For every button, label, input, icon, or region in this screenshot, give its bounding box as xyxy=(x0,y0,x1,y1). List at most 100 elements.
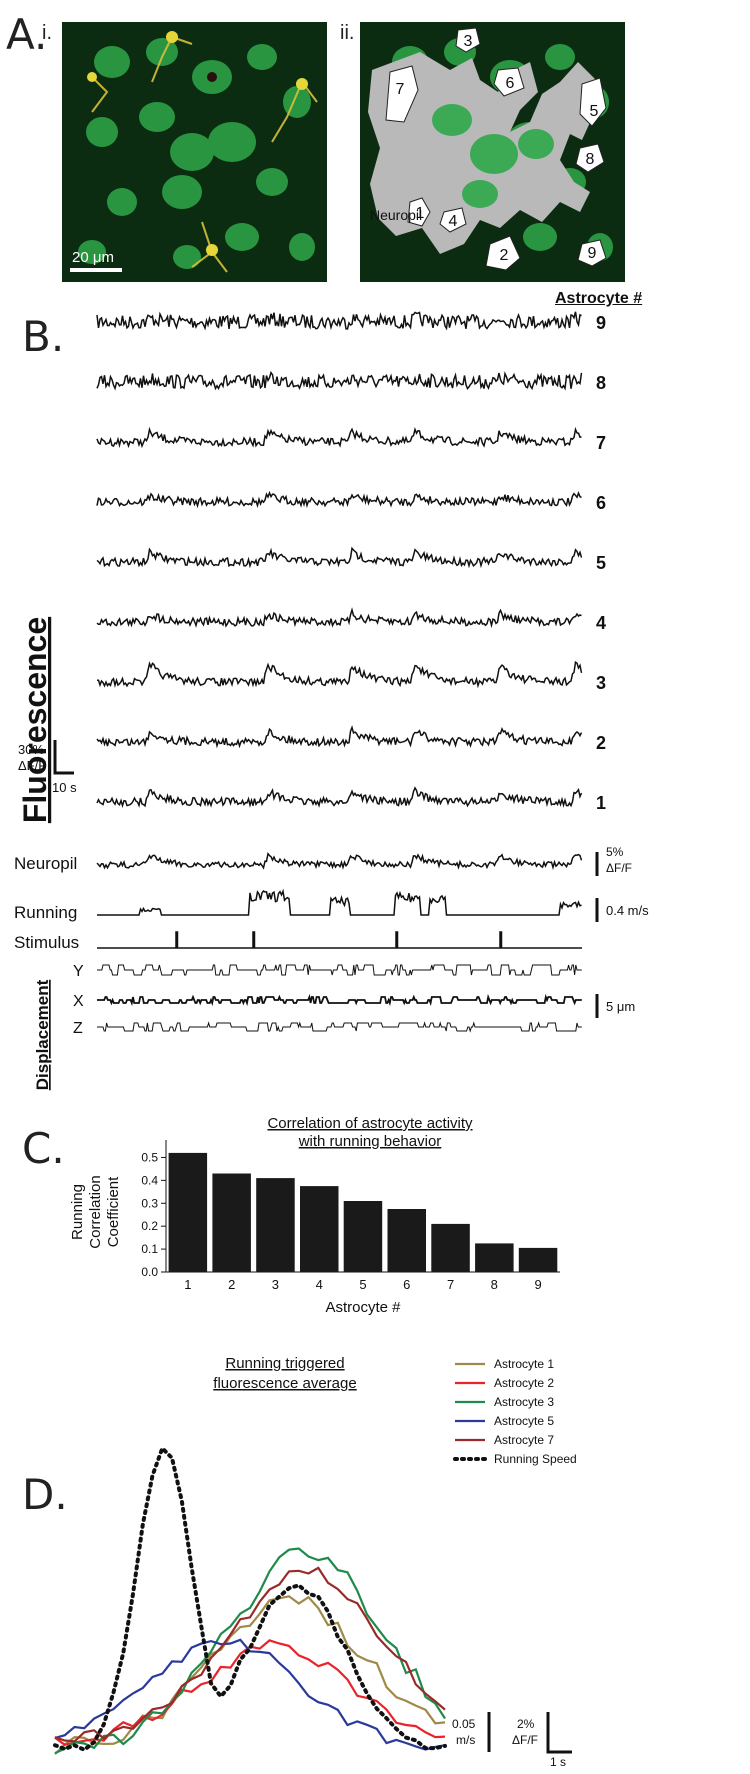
astrocyte-trace-7 xyxy=(96,426,582,449)
panel-b-letter: B. xyxy=(22,312,65,361)
legend-label: Running Speed xyxy=(494,1452,577,1466)
stimulus-trace xyxy=(97,931,582,949)
displacement-z-trace xyxy=(97,1021,582,1033)
time-scale: 1 s xyxy=(550,1755,566,1769)
astrocyte-trace-number: 7 xyxy=(596,433,606,453)
astrocyte-trace-8 xyxy=(96,370,583,391)
bar-x-tick: 6 xyxy=(403,1277,410,1292)
fluor-scale-unit: ΔF/F xyxy=(512,1733,538,1747)
astrocyte-number-header: Astrocyte # xyxy=(555,290,643,307)
roi-label: 2 xyxy=(500,247,509,264)
running-triggered-line-chart: Running triggered fluorescence average A… xyxy=(53,1355,577,1769)
running-trace-label: Running xyxy=(14,903,77,922)
astrocyte-trace-number: 9 xyxy=(596,313,606,333)
stimulus-trace-label: Stimulus xyxy=(14,933,79,952)
micrograph-i: 20 μm xyxy=(62,22,327,282)
roi-label: 5 xyxy=(590,103,599,120)
scale-bar-b-pct: 30% xyxy=(18,742,44,757)
astrocyte-trace-9 xyxy=(96,311,582,331)
series-line-3 xyxy=(54,1547,446,1755)
panel-a-letter: A. xyxy=(6,10,48,59)
bar-x-tick: 2 xyxy=(228,1277,235,1292)
disp-x-label: X xyxy=(73,993,84,1010)
astrocyte-trace-number: 5 xyxy=(596,553,606,573)
scale-bar-b: 30% ΔF/F 10 s xyxy=(18,740,77,795)
roi-label: 8 xyxy=(586,151,595,168)
roi-label: 1 xyxy=(416,205,425,222)
running-scale: 0.4 m/s xyxy=(606,903,649,918)
bar-astrocyte-4 xyxy=(300,1186,339,1272)
roi-label: 7 xyxy=(396,81,405,98)
astrocyte-trace-2 xyxy=(96,725,583,749)
astrocyte-trace-number: 2 xyxy=(596,733,606,753)
displacement-scale: 5 μm xyxy=(606,999,635,1014)
bar-x-tick: 5 xyxy=(359,1277,366,1292)
roi-label: 9 xyxy=(588,245,597,262)
legend-label: Astrocyte 7 xyxy=(494,1433,554,1447)
running-correlation-bar-chart: Correlation of astrocyte activity with r… xyxy=(69,1115,560,1316)
micrograph-ii: 1 2 3 4 5 6 7 8 9 Neuropil xyxy=(360,22,625,282)
panel-d-letter: D. xyxy=(22,1470,68,1519)
astrocyte-trace-5 xyxy=(96,546,583,569)
legend-label: Astrocyte 3 xyxy=(494,1395,554,1409)
bar-ylabel-1: Running xyxy=(69,1184,86,1240)
series-line-5 xyxy=(54,1566,446,1743)
roi-label: 4 xyxy=(449,213,458,230)
bar-chart-title-line2: with running behavior xyxy=(298,1133,442,1150)
bar-y-tick: 0.1 xyxy=(141,1242,158,1256)
fluorescence-traces: Fluorescence 9 8 7 6 5 4 3 2 1 30% ΔF/F 10 s Neu… xyxy=(14,311,649,1090)
astrocyte-trace-number: 3 xyxy=(596,673,606,693)
bar-xlabel: Astrocyte # xyxy=(325,1299,401,1316)
series-line-4 xyxy=(54,1638,446,1751)
astrocyte-trace-number: 4 xyxy=(596,613,606,633)
running-trace xyxy=(97,888,582,916)
bar-chart-title: Correlation of astrocyte activity xyxy=(267,1115,473,1132)
bar-astrocyte-1 xyxy=(168,1152,208,1272)
bar-x-tick: 9 xyxy=(534,1277,541,1292)
bar-astrocyte-2 xyxy=(212,1173,251,1272)
speed-scale-unit: m/s xyxy=(456,1733,475,1747)
scale-bar-b-unit: ΔF/F xyxy=(18,758,46,773)
series-line-running-speed xyxy=(53,1444,447,1753)
bar-x-tick: 3 xyxy=(272,1277,279,1292)
astrocyte-trace-number: 1 xyxy=(596,793,606,813)
scale-bar-b-time: 10 s xyxy=(52,780,77,795)
bar-x-tick: 7 xyxy=(447,1277,454,1292)
line-chart-title-line2: fluorescence average xyxy=(213,1375,356,1392)
bar-y-tick: 0.3 xyxy=(141,1196,158,1210)
legend-label: Astrocyte 5 xyxy=(494,1414,554,1428)
neuropil-trace-label: Neuropil xyxy=(14,854,77,873)
disp-y-label: Y xyxy=(73,963,84,980)
legend-label: Astrocyte 2 xyxy=(494,1376,554,1390)
bar-y-tick: 0.5 xyxy=(141,1150,158,1164)
scale-bar-label: 20 μm xyxy=(72,249,114,266)
bar-astrocyte-6 xyxy=(387,1209,426,1272)
astrocyte-trace-4 xyxy=(96,607,582,629)
fluor-scale: 2% xyxy=(517,1717,535,1731)
astrocyte-trace-6 xyxy=(96,490,582,509)
astrocyte-trace-1 xyxy=(96,786,583,809)
neuropil-scale-unit: ΔF/F xyxy=(606,861,632,875)
bar-x-tick: 1 xyxy=(184,1277,191,1292)
bar-astrocyte-5 xyxy=(343,1201,383,1272)
astrocyte-trace-3 xyxy=(97,660,583,689)
bar-y-tick: 0.0 xyxy=(141,1265,158,1279)
roi-shapes xyxy=(385,27,607,271)
roi-label: 6 xyxy=(506,75,515,92)
displacement-x-trace xyxy=(97,993,582,1007)
bar-astrocyte-7 xyxy=(431,1223,470,1272)
bar-y-tick: 0.2 xyxy=(141,1219,158,1233)
panel-a-sub-i: i. xyxy=(42,22,52,44)
bar-astrocyte-8 xyxy=(475,1243,514,1272)
panel-a-sub-ii: ii. xyxy=(340,22,355,44)
neuropil-trace xyxy=(96,851,583,871)
bar-ylabel-3: Coefficient xyxy=(105,1176,122,1247)
speed-scale: 0.05 xyxy=(452,1717,476,1731)
bar-y-tick: 0.4 xyxy=(141,1173,158,1187)
bar-x-tick: 4 xyxy=(316,1277,323,1292)
legend-label: Astrocyte 1 xyxy=(494,1357,554,1371)
bar-x-tick: 8 xyxy=(491,1277,498,1292)
line-chart-title: Running triggered xyxy=(225,1355,344,1372)
displacement-y-trace xyxy=(97,964,582,976)
disp-z-label: Z xyxy=(73,1020,83,1037)
